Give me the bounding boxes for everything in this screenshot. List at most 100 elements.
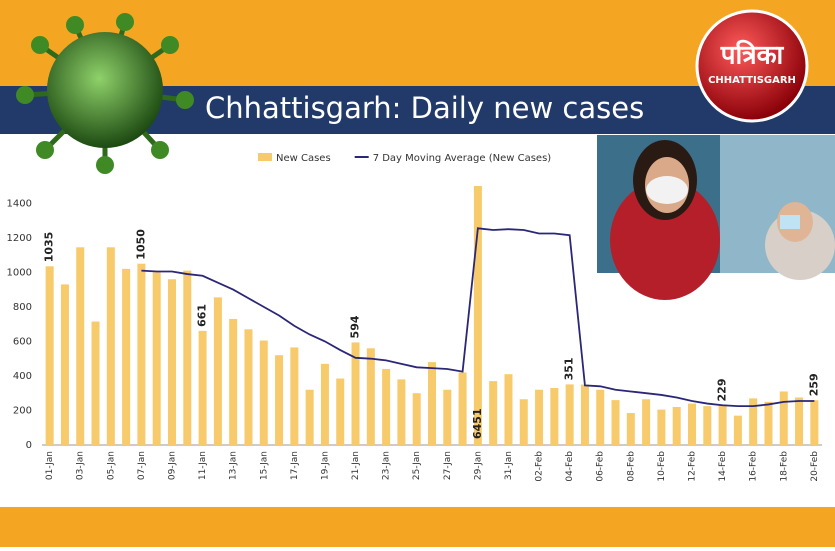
x-tick-label: 27-Jan: [443, 451, 453, 480]
chart-title: Chhattisgarh: Daily new cases: [205, 91, 644, 125]
x-tick-label: 03-Jan: [76, 451, 86, 480]
y-tick-label: 400: [13, 371, 32, 382]
x-tick-label: 01-Jan: [45, 451, 55, 480]
bar: [351, 342, 360, 445]
bar: [688, 403, 696, 445]
y-tick-label: 800: [13, 302, 32, 313]
bar: [428, 362, 436, 445]
virus-illustration: [16, 13, 194, 174]
x-tick-label: 07-Jan: [137, 451, 147, 480]
x-tick-label: 31-Jan: [504, 451, 514, 480]
bar: [198, 330, 207, 445]
bar: [305, 389, 314, 445]
y-tick-label: 1000: [7, 267, 32, 278]
bar: [626, 413, 635, 445]
logo: पत्रिका CHHATTISGARH: [695, 9, 809, 123]
bar: [535, 389, 544, 445]
bar: [397, 379, 406, 445]
bar: [213, 297, 222, 445]
x-tick-label: 15-Jan: [259, 451, 269, 480]
bar: [657, 409, 666, 445]
logo-name: पत्रिका: [720, 40, 785, 71]
bar: [229, 318, 238, 445]
bar: [642, 399, 651, 445]
y-tick-label: 0: [26, 440, 32, 451]
x-tick-label: 21-Jan: [351, 451, 361, 480]
x-tick-label: 23-Jan: [382, 451, 392, 480]
bar: [168, 279, 176, 445]
bar: [733, 415, 742, 445]
legend-label: 7 Day Moving Average (New Cases): [373, 153, 552, 164]
bar: [106, 247, 115, 445]
bar: [60, 284, 69, 445]
bar: [122, 268, 131, 445]
bar: [259, 340, 268, 445]
x-tick-label: 08-Feb: [626, 451, 636, 482]
bar: [76, 247, 85, 445]
bar: [489, 381, 498, 445]
data-label: 1050: [134, 229, 147, 260]
data-label: 661: [196, 304, 209, 327]
bar: [810, 400, 819, 445]
bar: [336, 378, 345, 445]
x-tick-label: 04-Feb: [565, 451, 575, 482]
bar: [672, 407, 681, 445]
bar: [443, 389, 452, 445]
bar: [504, 374, 513, 445]
bar: [749, 398, 758, 445]
x-tick-label: 11-Jan: [198, 451, 208, 480]
x-tick-label: 14-Feb: [718, 451, 728, 482]
x-tick-label: 17-Jan: [290, 451, 300, 480]
bar: [611, 400, 620, 445]
bar: [244, 329, 253, 445]
x-tick-label: 25-Jan: [412, 451, 422, 480]
y-tick-label: 200: [13, 405, 32, 416]
y-tick-label: 600: [13, 336, 32, 347]
x-tick-label: 12-Feb: [688, 451, 698, 482]
x-tick-label: 09-Jan: [168, 451, 178, 480]
bar: [779, 391, 788, 445]
logo-region: CHHATTISGARH: [708, 75, 796, 86]
bar: [382, 369, 391, 445]
bar: [473, 186, 482, 445]
moving-average-line: [141, 227, 815, 408]
data-label: 1035: [43, 232, 56, 263]
x-tick-label: 10-Feb: [657, 451, 667, 482]
bar: [550, 388, 559, 445]
bar: [565, 384, 574, 445]
bar: [152, 272, 161, 445]
legend-label: New Cases: [276, 153, 331, 164]
legend-swatch: [258, 153, 272, 161]
bar: [458, 372, 467, 445]
bar: [275, 355, 284, 445]
y-tick-label: 1400: [7, 198, 32, 209]
bar: [596, 389, 605, 445]
x-tick-label: 16-Feb: [749, 451, 759, 482]
data-label: 229: [716, 378, 729, 401]
x-tick-label: 13-Jan: [229, 451, 239, 480]
bar: [764, 401, 773, 445]
legend: New Cases 7 Day Moving Average (New Cases…: [258, 153, 551, 164]
bar: [137, 263, 146, 445]
x-tick-label: 20-Feb: [810, 451, 820, 482]
bar: [366, 348, 375, 445]
y-tick-label: 1200: [7, 233, 32, 244]
plot: [45, 186, 819, 445]
bottom-band: [0, 507, 835, 547]
bar: [91, 321, 100, 445]
bar: [718, 405, 727, 445]
photo: [597, 135, 835, 300]
data-label: 259: [807, 373, 820, 396]
bar: [45, 266, 54, 445]
bar: [320, 363, 329, 445]
bar: [183, 270, 192, 445]
bar: [703, 406, 712, 445]
bar: [519, 399, 528, 445]
x-tick-label: 05-Jan: [106, 451, 116, 480]
x-tick-label: 29-Jan: [473, 451, 483, 480]
x-tick-label: 19-Jan: [320, 451, 330, 480]
data-label: 351: [563, 357, 576, 380]
x-tick-label: 06-Feb: [596, 451, 606, 482]
data-label: 6451: [471, 408, 484, 439]
